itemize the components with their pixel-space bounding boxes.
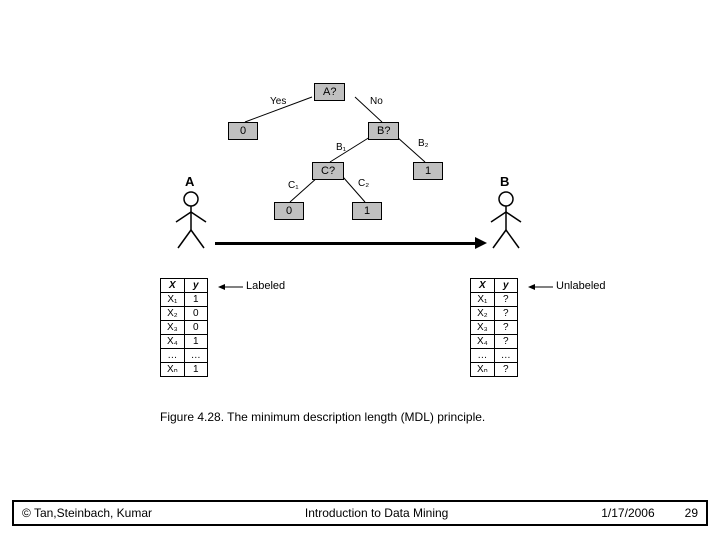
tree-node-c: C?: [312, 162, 344, 180]
tree-node-b: B?: [368, 122, 399, 140]
footer-copyright: © Tan,Steinbach, Kumar: [22, 506, 152, 520]
footer-page: 29: [685, 506, 698, 520]
tree-leaf-b2: 1: [413, 162, 443, 180]
transmit-arrow-head: [475, 237, 487, 249]
edge-no: No: [370, 96, 383, 107]
tree-leaf-c1: 0: [274, 202, 304, 220]
edge-b2: B₂: [418, 138, 429, 149]
edge-c1: C₁: [288, 180, 299, 191]
person-b-icon: [485, 190, 527, 252]
person-b-label: B: [500, 174, 509, 189]
unlabeled-text: Unlabeled: [556, 280, 606, 292]
edge-yes: Yes: [270, 96, 286, 107]
footer-title: Introduction to Data Mining: [152, 506, 601, 520]
person-a-icon: [170, 190, 212, 252]
table-right-hy: y: [494, 279, 517, 293]
labeled-pointer: [218, 282, 244, 292]
tree-node-a: A?: [314, 83, 345, 101]
figure-caption: Figure 4.28. The minimum description len…: [160, 410, 485, 424]
person-a-label: A: [185, 174, 194, 189]
edge-c2: C₂: [358, 178, 369, 189]
unlabeled-pointer: [528, 282, 554, 292]
labeled-text: Labeled: [246, 280, 285, 292]
table-left-hx: X: [161, 279, 185, 293]
table-right-hx: X: [471, 279, 495, 293]
table-labeled: Xy X₁1 X₂0 X₃0 X₄1 …… Xₙ1: [160, 278, 208, 377]
edge-b1: B₁: [336, 142, 346, 153]
table-left-hy: y: [184, 279, 207, 293]
tree-leaf-c2: 1: [352, 202, 382, 220]
table-unlabeled: Xy X₁? X₂? X₃? X₄? …… Xₙ?: [470, 278, 518, 377]
footer-date: 1/17/2006: [601, 506, 654, 520]
tree-leaf-yes: 0: [228, 122, 258, 140]
mdl-diagram: A? 0 B? C? 1 0 1 Yes No B₁ B₂ C₁ C₂ A B …: [130, 80, 590, 430]
transmit-arrow: [215, 242, 475, 245]
slide-footer: © Tan,Steinbach, Kumar Introduction to D…: [12, 500, 708, 526]
